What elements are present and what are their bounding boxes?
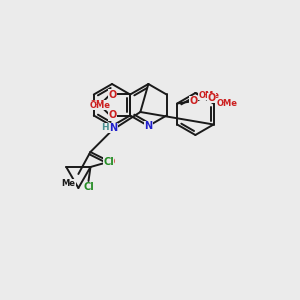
Text: O: O: [207, 93, 215, 103]
Text: H: H: [102, 124, 109, 133]
Text: O: O: [108, 110, 116, 121]
Text: OMe: OMe: [90, 100, 111, 109]
Text: O: O: [108, 89, 116, 100]
Text: O: O: [189, 97, 197, 106]
Text: Me: Me: [61, 179, 75, 188]
Text: OMe: OMe: [90, 101, 111, 110]
Text: Cl: Cl: [103, 157, 114, 167]
Text: Cl: Cl: [83, 182, 94, 192]
Text: OMe: OMe: [199, 91, 220, 100]
Text: OMe: OMe: [217, 100, 238, 109]
Text: O: O: [106, 157, 115, 167]
Text: N: N: [109, 123, 117, 133]
Text: N: N: [144, 121, 152, 131]
